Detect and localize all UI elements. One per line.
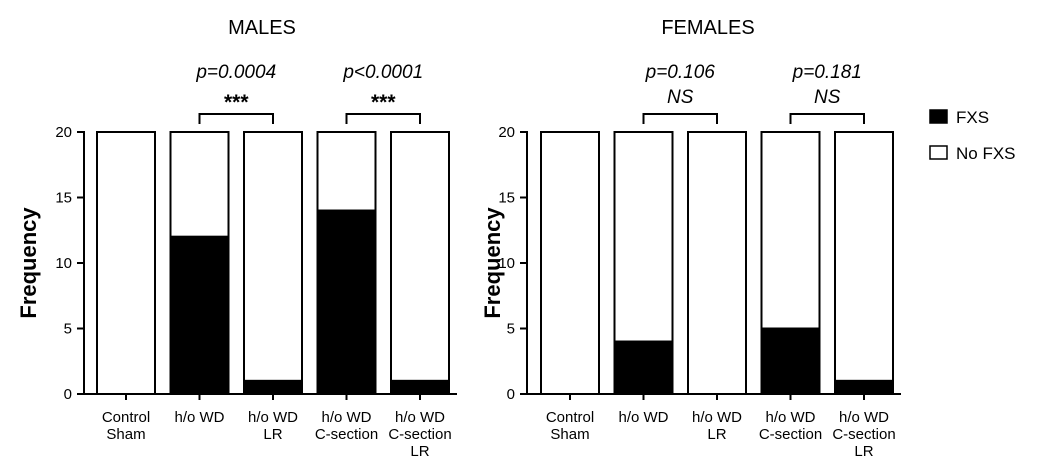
- significance-label: NS: [667, 87, 694, 108]
- x-tick-label: h/o WD: [765, 409, 815, 426]
- y-tick-label: 5: [64, 321, 72, 338]
- x-tick-label: Control: [102, 409, 150, 426]
- bar-no-fxs: [687, 131, 747, 395]
- y-tick-label: 20: [55, 124, 72, 141]
- p-value-label: p<0.0001: [342, 62, 423, 83]
- x-tick-label: C-section: [388, 426, 451, 443]
- significance-bracket: [198, 113, 274, 124]
- x-tick-label: h/o WD: [839, 409, 889, 426]
- x-tick-label: h/o WD: [618, 409, 668, 426]
- legend-label-fxs: FXS: [956, 108, 989, 127]
- x-tick-label: h/o WD: [321, 409, 371, 426]
- significance-label: ***: [371, 91, 396, 114]
- y-tick-label: 15: [498, 190, 515, 207]
- bar-no-fxs: [760, 131, 821, 330]
- legend: FXS No FXS: [929, 108, 1016, 163]
- y-tick-label: 20: [498, 124, 515, 141]
- x-tick-label: Control: [546, 409, 594, 426]
- x-tick-label: LR: [410, 443, 429, 460]
- p-value-label: p=0.0004: [195, 62, 276, 83]
- bar-no-fxs: [540, 131, 600, 395]
- x-tick-label: h/o WD: [692, 409, 742, 426]
- y-tick-label: 5: [507, 321, 515, 338]
- bar-fxs: [760, 327, 821, 395]
- x-tick-label: h/o WD: [395, 409, 445, 426]
- bar-no-fxs: [169, 131, 230, 238]
- x-tick-label: h/o WD: [248, 409, 298, 426]
- legend-swatch-fxs: [929, 109, 948, 124]
- bar-no-fxs: [834, 131, 894, 382]
- panel-title: MALES: [228, 17, 296, 39]
- bar-fxs: [243, 379, 303, 395]
- x-tick-label: C-section: [315, 426, 378, 443]
- x-tick-label: Sham: [106, 426, 145, 443]
- panel-title: FEMALES: [661, 17, 754, 39]
- bar-fxs: [834, 379, 894, 395]
- significance-bracket: [345, 113, 421, 124]
- bar-fxs: [169, 235, 230, 395]
- y-axis-label: Frequency: [480, 207, 505, 319]
- bar-no-fxs: [316, 131, 377, 212]
- y-tick-label: 15: [55, 190, 72, 207]
- y-tick-label: 10: [55, 255, 72, 272]
- y-tick-label: 0: [507, 386, 515, 403]
- bar-fxs: [390, 379, 450, 395]
- significance-label: NS: [814, 87, 841, 108]
- x-tick-label: Sham: [550, 426, 589, 443]
- y-axis-label: Frequency: [16, 207, 41, 319]
- significance-bracket: [642, 113, 718, 124]
- y-tick-label: 0: [64, 386, 72, 403]
- x-tick-label: LR: [263, 426, 282, 443]
- bar-no-fxs: [96, 131, 156, 395]
- p-value-label: p=0.106: [645, 62, 716, 83]
- x-tick-label: C-section: [759, 426, 822, 443]
- x-tick-label: LR: [854, 443, 873, 460]
- legend-swatch-no-fxs: [929, 145, 948, 160]
- bar-fxs: [613, 340, 674, 396]
- bar-fxs: [316, 209, 377, 395]
- y-tick-label: 10: [498, 255, 515, 272]
- p-value-label: p=0.181: [792, 62, 862, 83]
- significance-label: ***: [224, 91, 249, 114]
- bar-no-fxs: [390, 131, 450, 382]
- bar-no-fxs: [613, 131, 674, 343]
- x-tick-label: h/o WD: [174, 409, 224, 426]
- bar-no-fxs: [243, 131, 303, 382]
- x-tick-label: C-section: [832, 426, 895, 443]
- significance-bracket: [789, 113, 865, 124]
- x-tick-label: LR: [707, 426, 726, 443]
- legend-label-no-fxs: No FXS: [956, 144, 1016, 163]
